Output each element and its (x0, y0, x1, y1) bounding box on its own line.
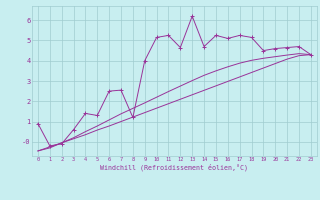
X-axis label: Windchill (Refroidissement éolien,°C): Windchill (Refroidissement éolien,°C) (100, 164, 248, 171)
